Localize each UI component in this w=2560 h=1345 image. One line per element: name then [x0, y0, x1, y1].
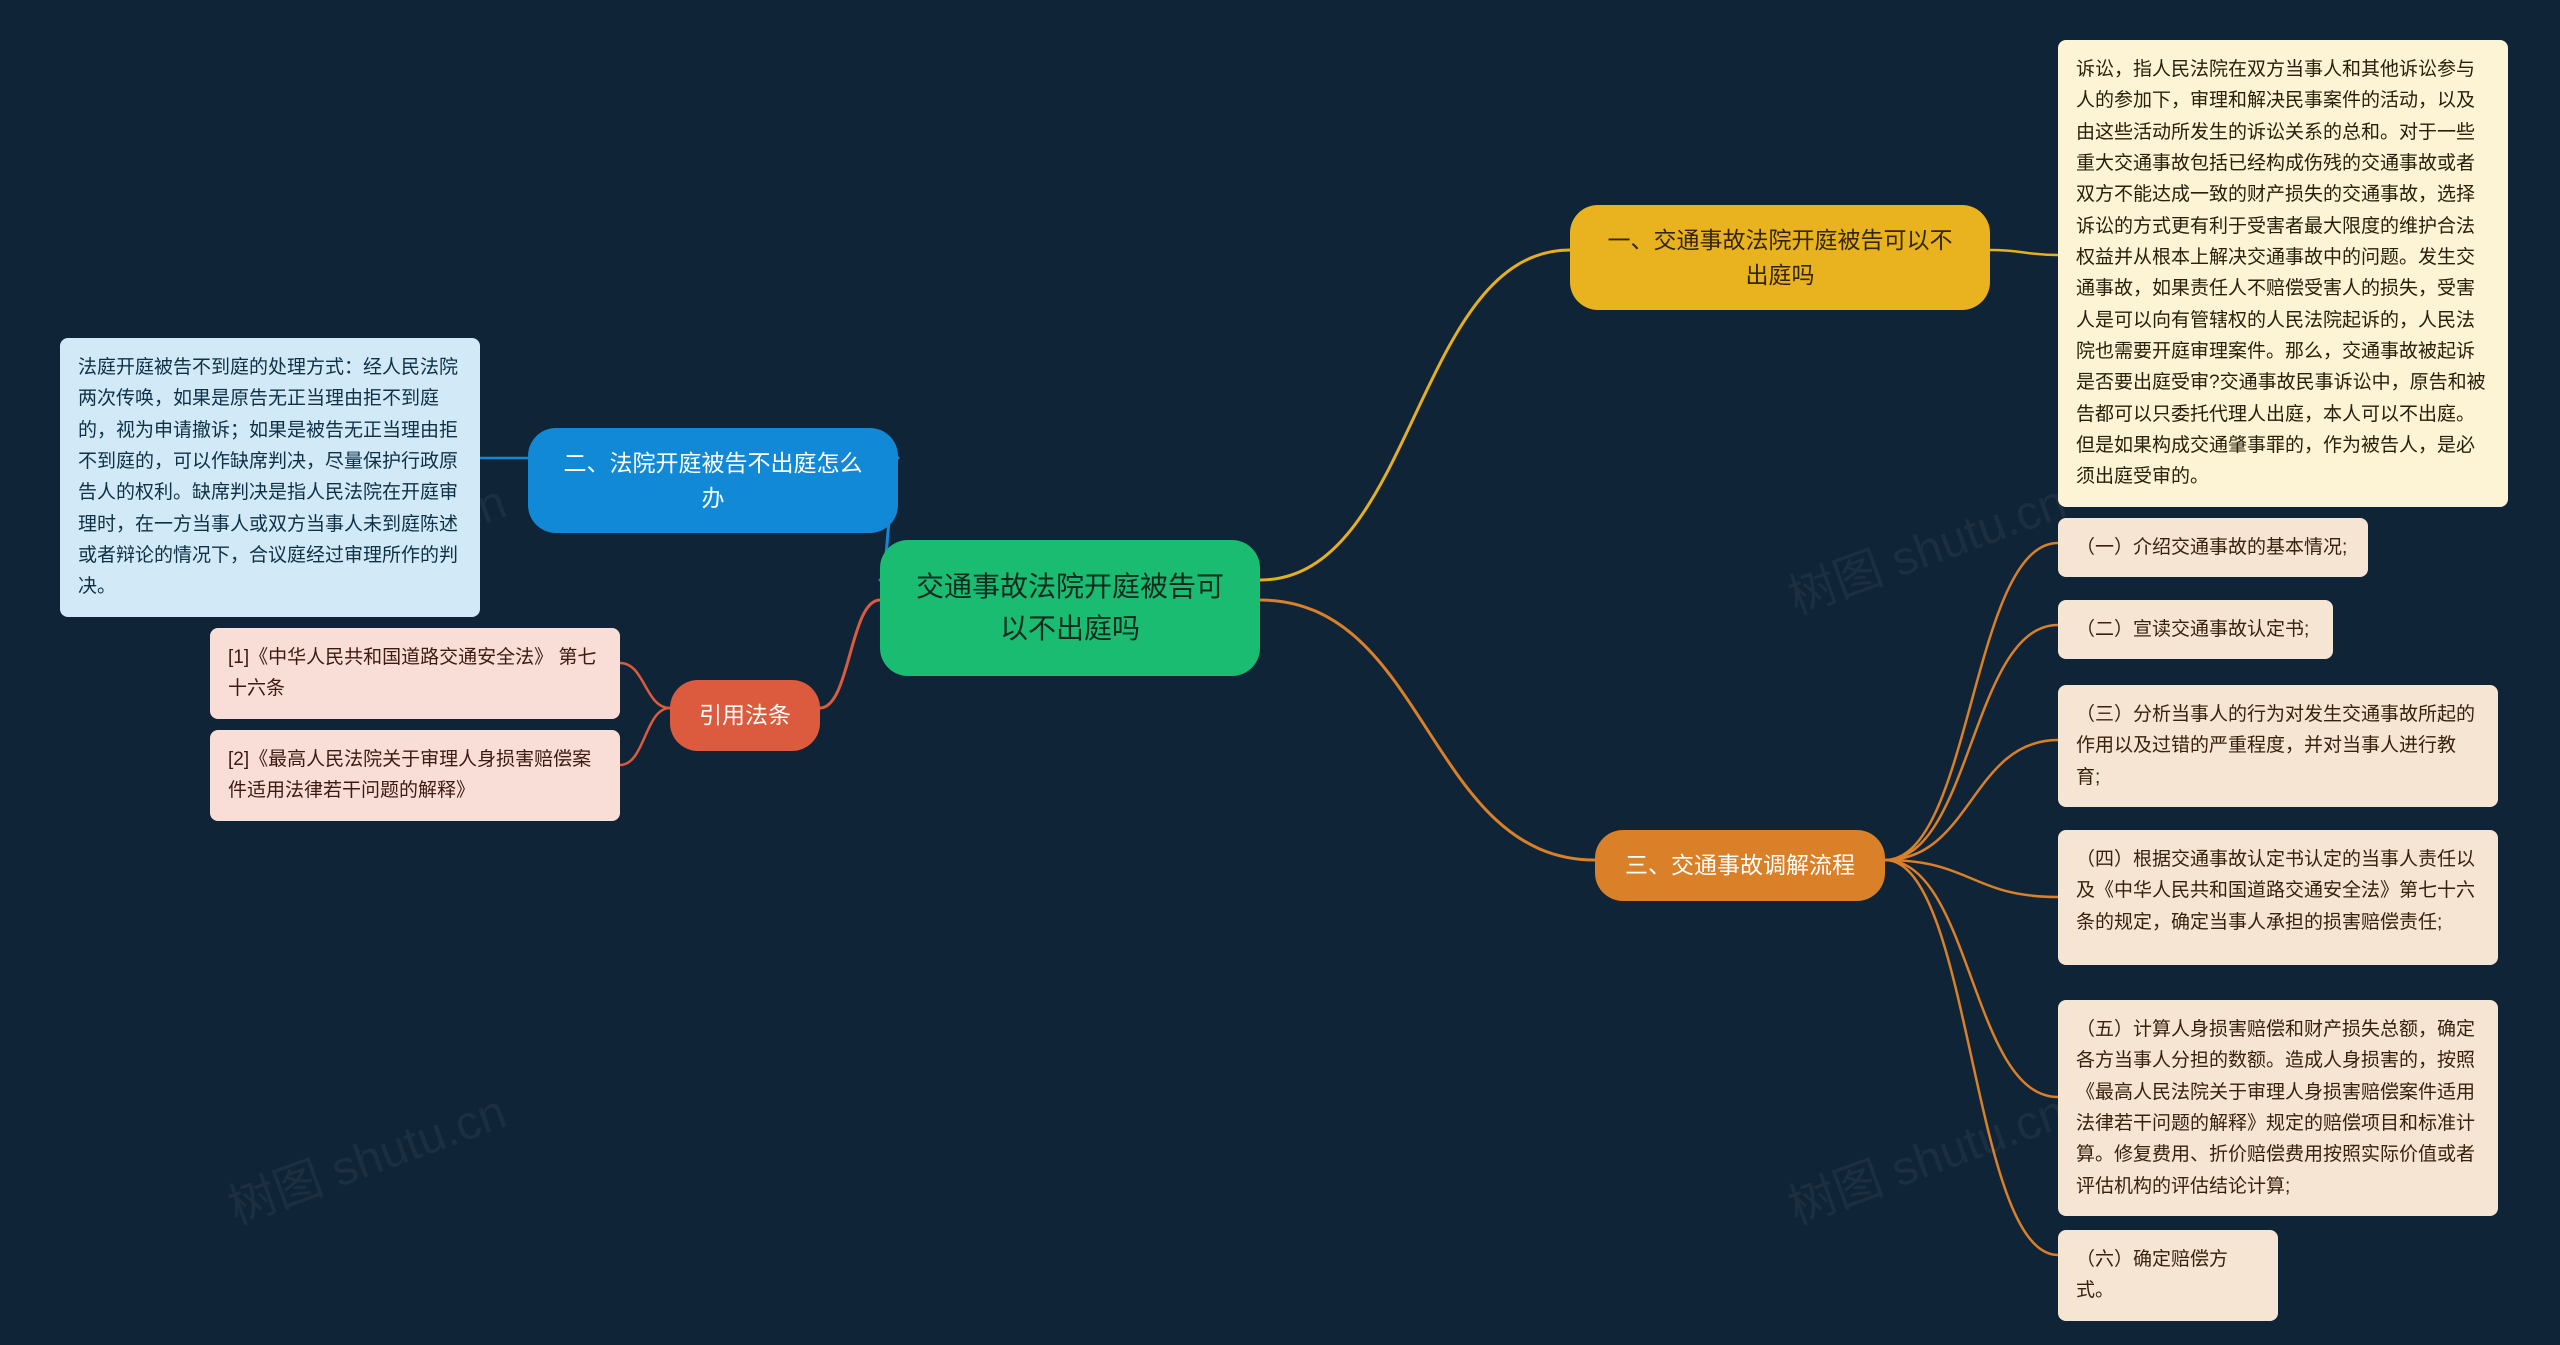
detail-node-b1-0[interactable]: 诉讼，指人民法院在双方当事人和其他诉讼参与人的参加下，审理和解决民事案件的活动，… — [2058, 40, 2508, 507]
detail-node-b3-0[interactable]: [1]《中华人民共和国道路交通安全法》 第七十六条 — [210, 628, 620, 719]
branch-node-b1[interactable]: 一、交通事故法院开庭被告可以不 出庭吗 — [1570, 205, 1990, 310]
detail-node-b4-2[interactable]: （三）分析当事人的行为对发生交通事故所起的作用以及过错的严重程度，并对当事人进行… — [2058, 685, 2498, 807]
detail-node-b2-0[interactable]: 法庭开庭被告不到庭的处理方式：经人民法院两次传唤，如果是原告无正当理由拒不到庭的… — [60, 338, 480, 617]
detail-node-b4-5[interactable]: （六）确定赔偿方式。 — [2058, 1230, 2278, 1321]
detail-node-b4-0[interactable]: （一）介绍交通事故的基本情况; — [2058, 518, 2368, 577]
branch-node-b3[interactable]: 引用法条 — [670, 680, 820, 751]
watermark: 树图 shutu.cn — [1777, 1072, 2074, 1237]
detail-node-b4-4[interactable]: （五）计算人身损害赔偿和财产损失总额，确定各方当事人分担的数额。造成人身损害的，… — [2058, 1000, 2498, 1216]
watermark: 树图 shutu.cn — [1777, 462, 2074, 627]
branch-node-b4[interactable]: 三、交通事故调解流程 — [1595, 830, 1885, 901]
detail-node-b4-3[interactable]: （四）根据交通事故认定书认定的当事人责任以及《中华人民共和国道路交通安全法》第七… — [2058, 830, 2498, 965]
root-node[interactable]: 交通事故法院开庭被告可 以不出庭吗 — [880, 540, 1260, 676]
branch-node-b2[interactable]: 二、法院开庭被告不出庭怎么办 — [528, 428, 898, 533]
detail-node-b3-1[interactable]: [2]《最高人民法院关于审理人身损害赔偿案件适用法律若干问题的解释》 — [210, 730, 620, 821]
detail-node-b4-1[interactable]: （二）宣读交通事故认定书; — [2058, 600, 2333, 659]
watermark: 树图 shutu.cn — [217, 1072, 514, 1237]
